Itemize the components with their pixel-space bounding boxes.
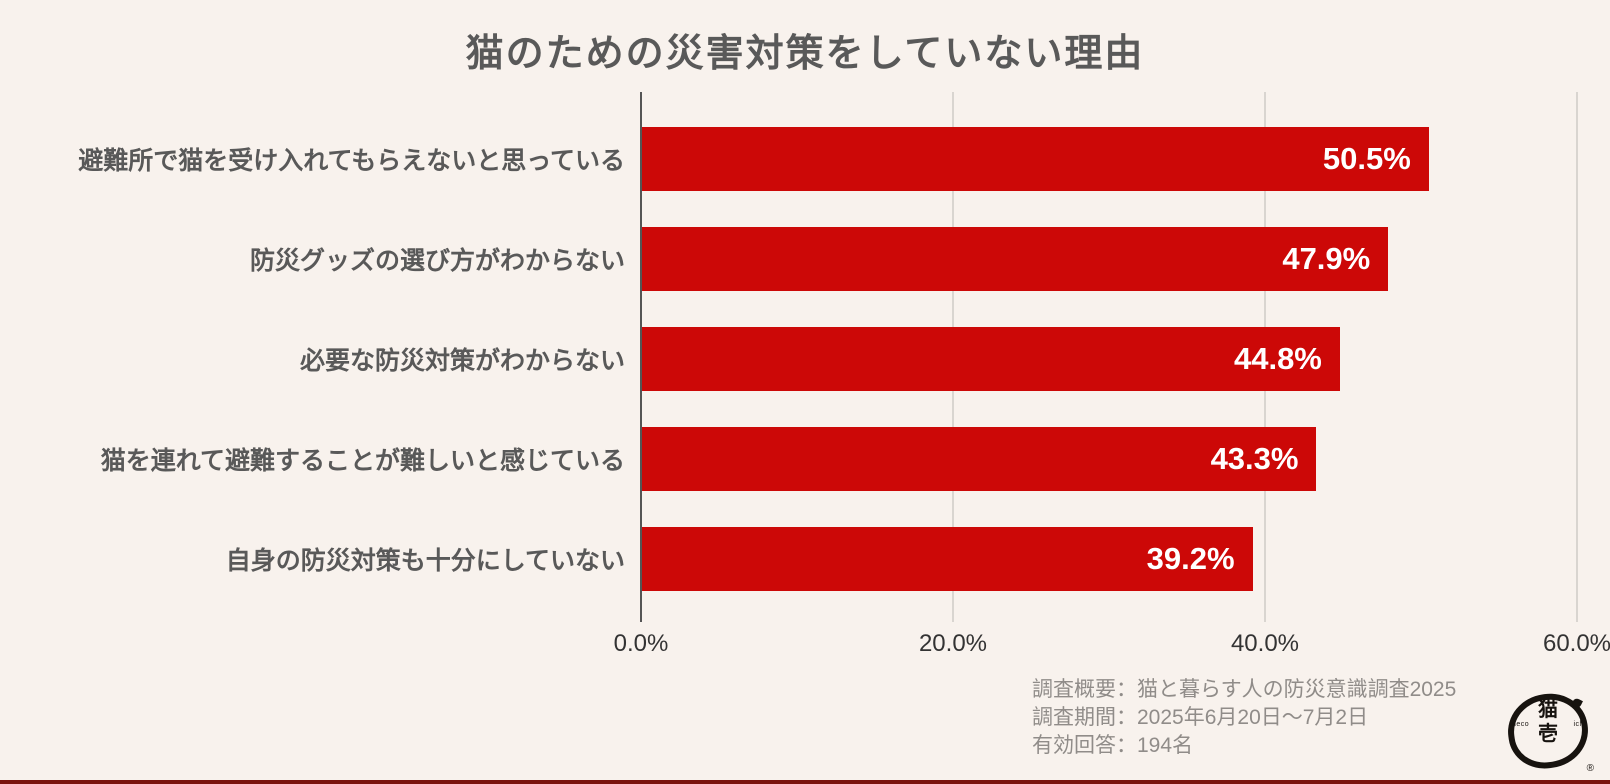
bar-value-label: 47.9%	[1282, 241, 1371, 276]
category-label: 自身の防災対策も十分にしていない	[225, 547, 625, 575]
bar-row: 50.5%	[641, 109, 1577, 209]
bar: 39.2%	[641, 527, 1253, 591]
category-label: 避難所で猫を受け入れてもらえないと思っている	[78, 147, 625, 175]
bar-row: 43.3%	[641, 409, 1577, 509]
bottom-accent-bar	[0, 780, 1610, 784]
bar-chart: 避難所で猫を受け入れてもらえないと思っている防災グッズの選び方がわからない必要な…	[0, 92, 1610, 657]
bar-value-label: 50.5%	[1322, 141, 1411, 176]
survey-meta: 調査概要：猫と暮らす人の防災意識調査2025 調査期間：2025年6月20日〜7月…	[1032, 676, 1456, 760]
survey-meta-line: 調査概要：猫と暮らす人の防災意識調査2025	[1032, 678, 1457, 701]
survey-meta-line: 有効回答：194名	[1032, 734, 1194, 757]
logo-latin-right: ichi	[1573, 721, 1586, 728]
category-label: 防災グッズの選び方がわからない	[249, 247, 625, 275]
y-axis-line	[640, 92, 642, 622]
bar: 47.9%	[641, 227, 1389, 291]
category-label: 猫を連れて避難することが難しいと感じている	[100, 447, 625, 475]
necoichi-logo: 猫 壱 neco ichi ®	[1500, 688, 1600, 780]
bar-rows: 50.5% 47.9% 44.8% 43.3% 39.2%	[641, 109, 1577, 609]
gridline	[1576, 92, 1578, 622]
chart-title: 猫のための災害対策をしていない理由	[465, 33, 1145, 75]
logo-kanji-top: 猫	[1538, 699, 1558, 721]
bar-row: 47.9%	[641, 209, 1577, 309]
category-label: 必要な防災対策がわからない	[299, 347, 625, 375]
survey-meta-line: 調査期間：2025年6月20日〜7月2日	[1032, 706, 1369, 729]
logo-kanji-bottom: 壱	[1538, 723, 1558, 745]
x-tick-label: 60.0%	[1542, 630, 1610, 657]
category-labels-column: 避難所で猫を受け入れてもらえないと思っている防災グッズの選び方がわからない必要な…	[0, 109, 633, 609]
logo-latin-left: neco	[1512, 721, 1530, 728]
bar: 43.3%	[641, 427, 1317, 491]
plot-area: 50.5% 47.9% 44.8% 43.3% 39.2%	[640, 92, 1578, 622]
x-axis: 0.0% 20.0% 40.0% 60.0%	[614, 608, 1610, 668]
bar-row: 39.2%	[641, 509, 1577, 609]
x-tick-label: 40.0%	[1230, 630, 1300, 657]
bar: 50.5%	[641, 127, 1429, 191]
bar-value-label: 39.2%	[1146, 541, 1235, 576]
bar-value-label: 43.3%	[1210, 441, 1299, 476]
x-tick-label: 0.0%	[613, 630, 669, 657]
registered-trademark-icon: ®	[1586, 763, 1594, 774]
bar: 44.8%	[641, 327, 1340, 391]
bar-value-label: 44.8%	[1233, 341, 1322, 376]
x-tick-label: 20.0%	[918, 630, 988, 657]
bar-row: 44.8%	[641, 309, 1577, 409]
